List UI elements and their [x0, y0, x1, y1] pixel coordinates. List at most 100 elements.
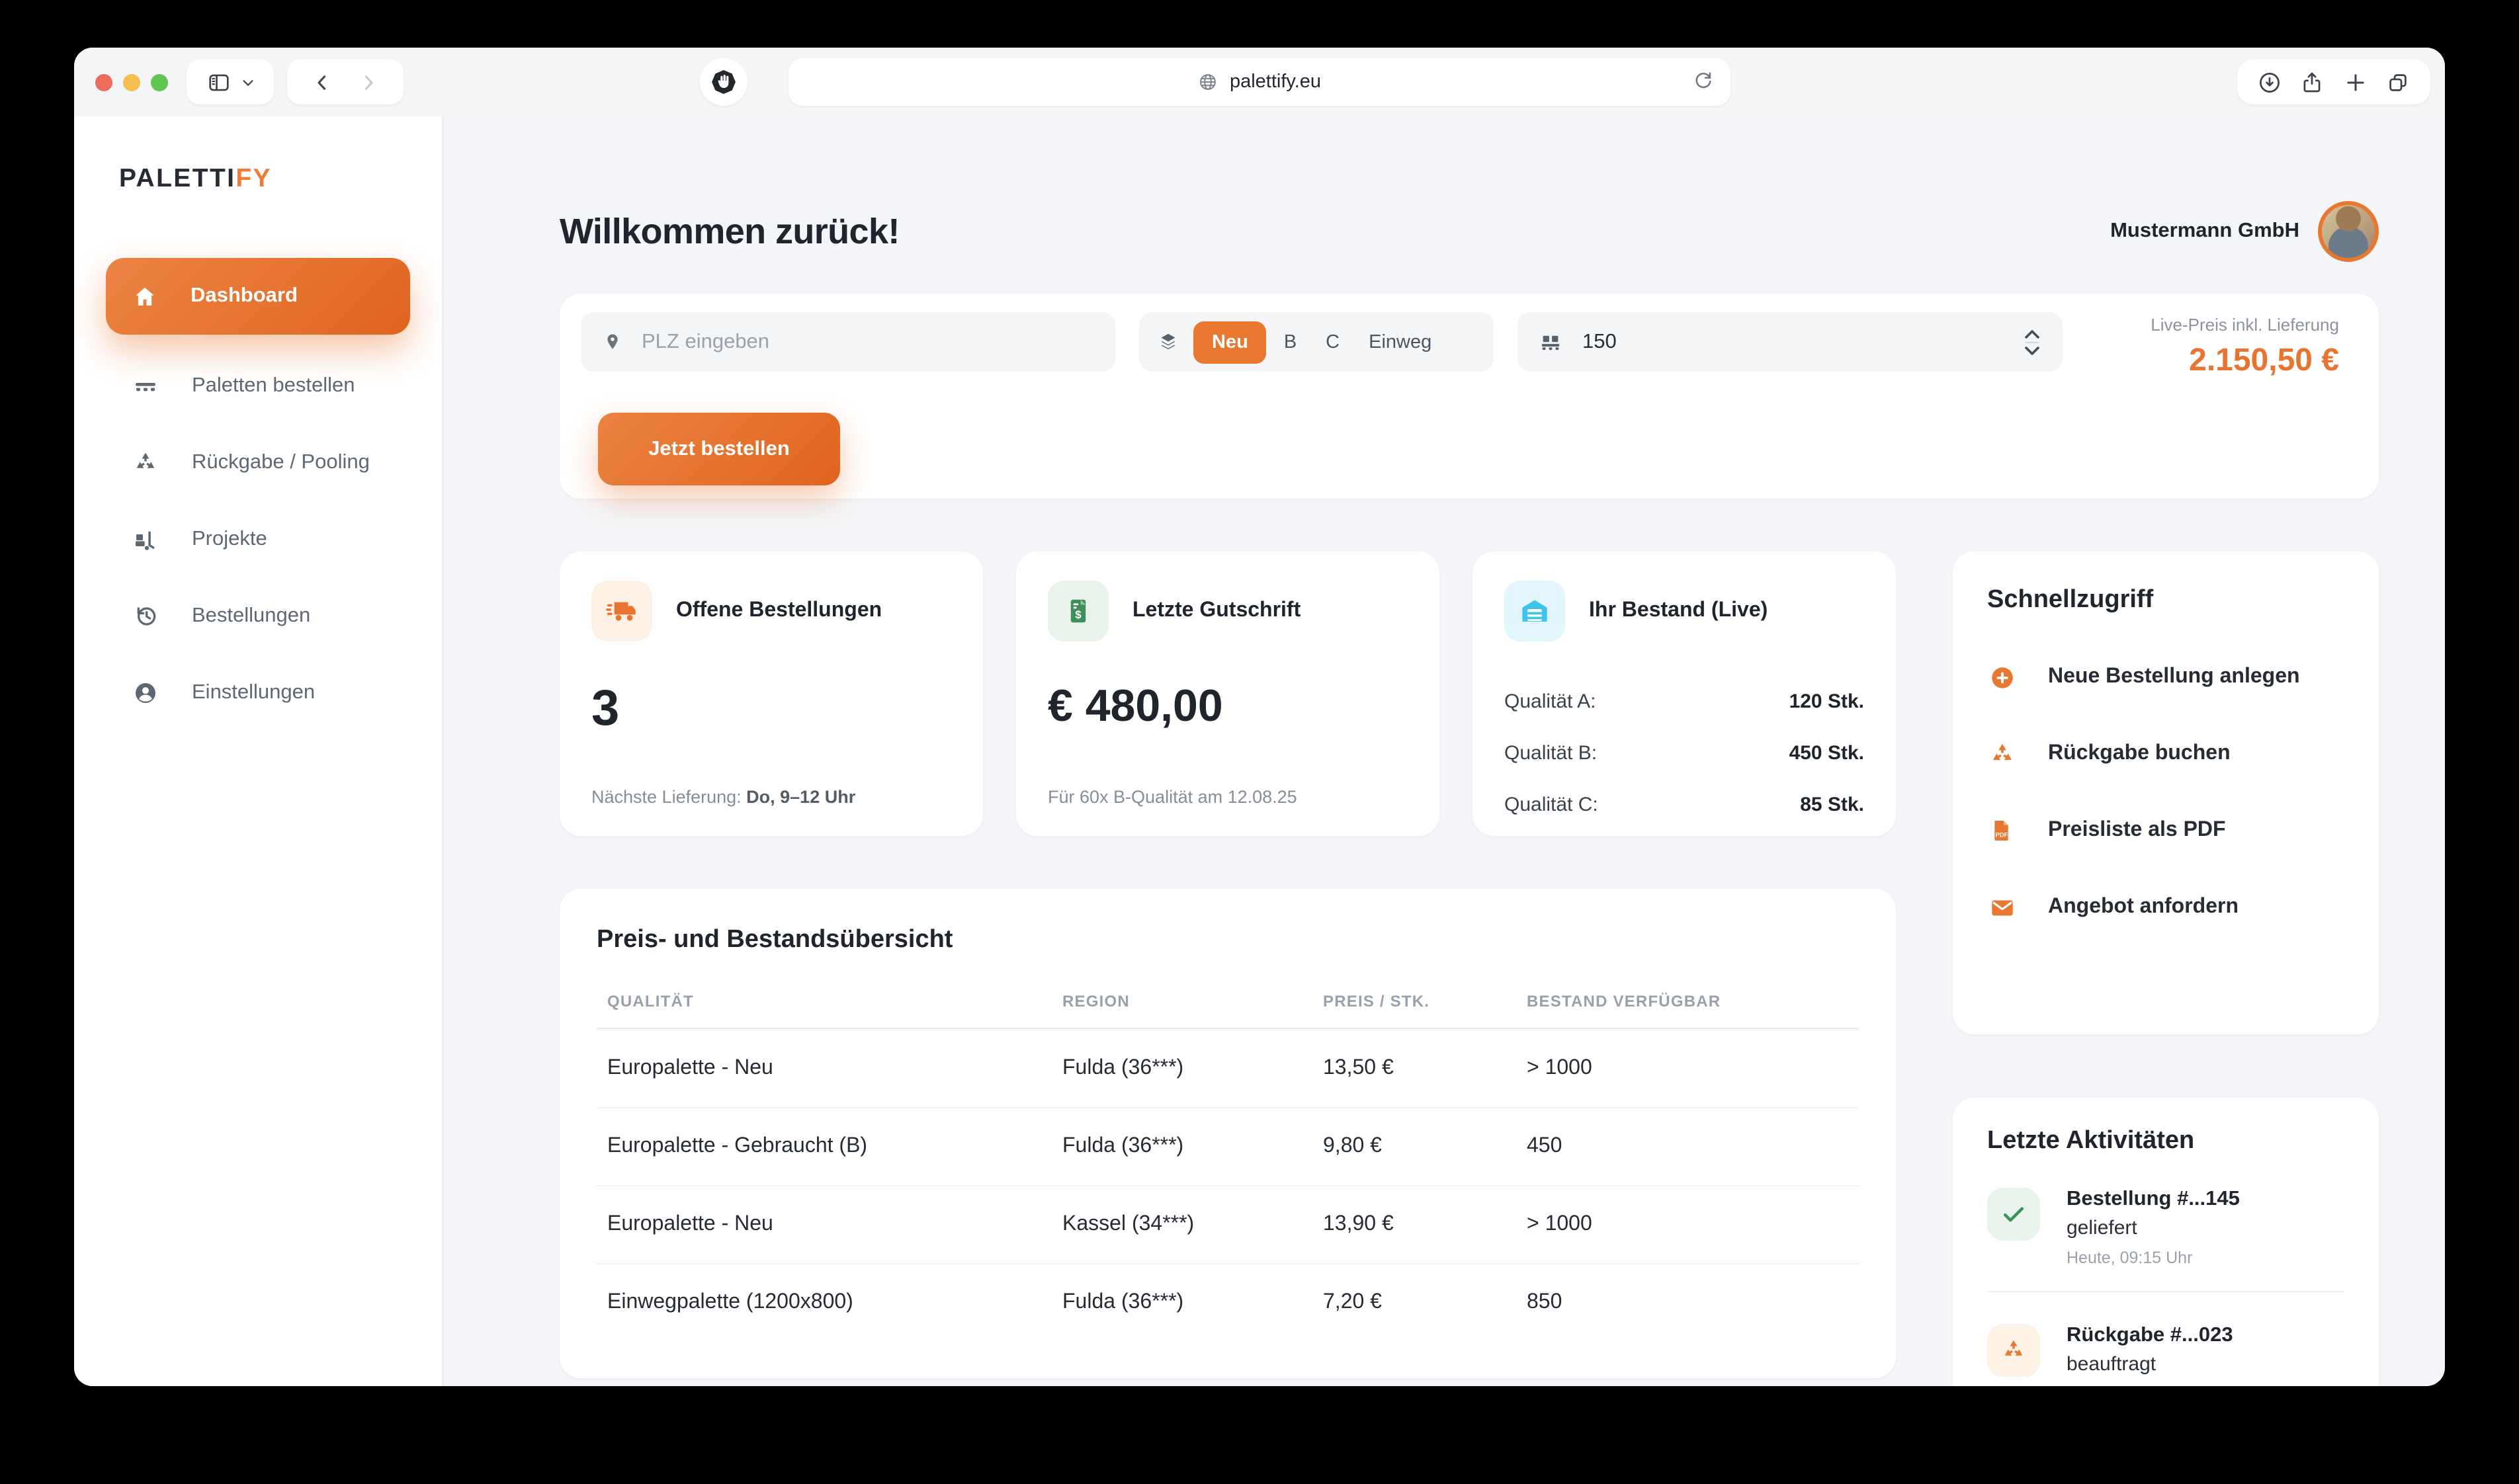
- sidebar-item-bestellungen[interactable]: Bestellungen: [74, 578, 442, 655]
- quantity-input[interactable]: [1580, 329, 1950, 355]
- address-bar[interactable]: palettify.eu: [789, 58, 1730, 106]
- sidebar-toggle-icon: [206, 69, 231, 95]
- sidebar-item-dashboard[interactable]: Dashboard: [106, 258, 410, 335]
- quick-access-title: Schnellzugriff: [1987, 586, 2154, 614]
- sidebar-item-projekte[interactable]: Projekte: [74, 501, 442, 578]
- sidebar-item-label: Einstellungen: [192, 681, 316, 704]
- sidebar-item-rueckgabe-pooling[interactable]: Rückgabe / Pooling: [74, 425, 442, 501]
- forward-icon[interactable]: [357, 71, 380, 93]
- envelope-icon: [1987, 893, 2016, 921]
- table-row[interactable]: Europalette - Neu Fulda (36***) 13,50 € …: [597, 1029, 1859, 1107]
- pdf-file-icon: PDF: [1987, 817, 2016, 844]
- last-credit-card: $ Letzte Gutschrift € 480,00 Für 60x B-Q…: [1016, 552, 1439, 836]
- share-icon[interactable]: [2300, 69, 2325, 95]
- last-credit-caption: Für 60x B-Qualität am 12.08.25: [1048, 787, 1297, 807]
- pallet-stack-icon: [1539, 330, 1562, 354]
- toolbar-actions: [2237, 60, 2430, 104]
- activity-item[interactable]: Rückgabe #...023 beauftragt: [1987, 1324, 2344, 1377]
- page-title: Willkommen zurück!: [560, 211, 900, 251]
- live-price-value: 2.150,50 €: [2189, 343, 2339, 378]
- inventory-row: Qualität A: 120 Stk.: [1504, 690, 1864, 713]
- chevron-down-icon: [240, 75, 255, 89]
- sidebar-item-label: Rückgabe / Pooling: [192, 451, 370, 474]
- sidebar-item-label: Paletten bestellen: [192, 374, 355, 397]
- column-header: PREIS / STK.: [1323, 992, 1430, 1010]
- warehouse-icon: [1504, 581, 1565, 641]
- quality-segmented-control: Neu B C Einweg: [1139, 312, 1494, 372]
- browser-toolbar: palettify.eu: [74, 48, 2445, 116]
- quantity-field[interactable]: [1517, 312, 2063, 372]
- table-title: Preis- und Bestandsübersicht: [597, 926, 953, 954]
- quality-option-neu[interactable]: Neu: [1193, 321, 1267, 363]
- plz-field[interactable]: [581, 312, 1115, 372]
- check-icon: [1987, 1188, 2040, 1241]
- table-header: QUALITÄT REGION PREIS / STK. BESTAND VER…: [597, 992, 1859, 1010]
- close-window-button[interactable]: [95, 73, 112, 91]
- inventory-row: Qualität B: 450 Stk.: [1504, 742, 1864, 764]
- price-overview-card: Preis- und Bestandsübersicht QUALITÄT RE…: [560, 889, 1896, 1378]
- activities-title: Letzte Aktivitäten: [1987, 1127, 2195, 1155]
- last-credit-value: € 480,00: [1048, 681, 1223, 731]
- order-now-button[interactable]: Jetzt bestellen: [598, 413, 840, 485]
- map-pin-icon: [602, 331, 623, 352]
- card-title: Offene Bestellungen: [676, 599, 882, 622]
- new-tab-icon[interactable]: [2343, 69, 2368, 95]
- sidebar-item-einstellungen[interactable]: Einstellungen: [74, 655, 442, 731]
- avatar[interactable]: [2318, 201, 2379, 262]
- plz-input[interactable]: [639, 329, 1094, 355]
- sidebar: PALETTIFY Dashboard Paletten bestellen: [74, 116, 443, 1386]
- svg-text:PDF: PDF: [1996, 832, 2008, 839]
- zoom-window-button[interactable]: [151, 73, 168, 91]
- quick-new-order[interactable]: Neue Bestellung anlegen: [1987, 639, 2344, 716]
- browser-window: palettify.eu PALETTIFY: [74, 48, 2445, 1386]
- downloads-icon[interactable]: [2257, 69, 2282, 95]
- content-blocker-icon[interactable]: [700, 58, 747, 106]
- layers-icon: [1156, 330, 1180, 354]
- next-delivery-caption: Nächste Lieferung: Do, 9–12 Uhr: [591, 787, 856, 807]
- history-icon: [132, 603, 159, 630]
- inventory-card: Ihr Bestand (Live) Qualität A: 120 Stk. …: [1473, 552, 1896, 836]
- quality-option-b[interactable]: B: [1283, 331, 1297, 352]
- column-header: BESTAND VERFÜGBAR: [1527, 992, 1721, 1010]
- card-title: Letzte Gutschrift: [1132, 599, 1301, 622]
- quantity-stepper[interactable]: [2023, 325, 2041, 359]
- table-row[interactable]: Europalette - Gebraucht (B) Fulda (36***…: [597, 1107, 1859, 1185]
- sidebar-item-label: Bestellungen: [192, 604, 311, 627]
- open-orders-card: Offene Bestellungen 3 Nächste Lieferung:…: [560, 552, 983, 836]
- quick-access-panel: Schnellzugriff Neue Bestellung anlegen: [1953, 552, 2379, 1034]
- live-price: Live-Preis inkl. Lieferung 2.150,50 €: [2151, 315, 2339, 380]
- inventory-row: Qualität C: 85 Stk.: [1504, 794, 1864, 816]
- quality-option-c[interactable]: C: [1326, 331, 1340, 352]
- pallet-icon: [132, 372, 159, 400]
- quick-request-quote[interactable]: Angebot anfordern: [1987, 869, 2344, 946]
- quick-order-card: Neu B C Einweg: [560, 294, 2379, 499]
- history-nav: [287, 60, 404, 104]
- minimize-window-button[interactable]: [123, 73, 140, 91]
- sidebar-toggle-button[interactable]: [187, 60, 274, 104]
- svg-text:$: $: [1075, 608, 1082, 621]
- sidebar-item-paletten-bestellen[interactable]: Paletten bestellen: [74, 348, 442, 425]
- sidebar-item-label: Dashboard: [191, 284, 298, 307]
- receipt-icon: $: [1048, 581, 1109, 641]
- tab-overview-icon[interactable]: [2386, 69, 2411, 95]
- truck-icon: [591, 581, 652, 641]
- quality-option-einweg[interactable]: Einweg: [1369, 331, 1432, 352]
- card-title: Ihr Bestand (Live): [1589, 599, 1768, 622]
- back-icon[interactable]: [311, 71, 333, 93]
- activity-item[interactable]: Bestellung #...145 geliefert Heute, 09:1…: [1987, 1188, 2344, 1267]
- plus-circle-icon: [1987, 663, 2016, 691]
- home-icon: [132, 284, 157, 309]
- column-header: QUALITÄT: [607, 992, 694, 1010]
- handtruck-icon: [132, 526, 159, 554]
- table-row[interactable]: Europalette - Neu Kassel (34***) 13,90 €…: [597, 1185, 1859, 1263]
- recycle-icon: [1987, 740, 2016, 768]
- account-menu[interactable]: Mustermann GmbH: [2110, 201, 2379, 262]
- table-row[interactable]: Einwegpalette (1200x800) Fulda (36***) 7…: [597, 1263, 1859, 1341]
- quick-price-list-pdf[interactable]: PDF Preisliste als PDF: [1987, 792, 2344, 869]
- url-text: palettify.eu: [1229, 71, 1322, 93]
- sidebar-item-label: Projekte: [192, 528, 267, 550]
- quick-book-return[interactable]: Rückgabe buchen: [1987, 716, 2344, 792]
- recycle-icon: [1987, 1324, 2040, 1377]
- reload-icon[interactable]: [1692, 70, 1715, 93]
